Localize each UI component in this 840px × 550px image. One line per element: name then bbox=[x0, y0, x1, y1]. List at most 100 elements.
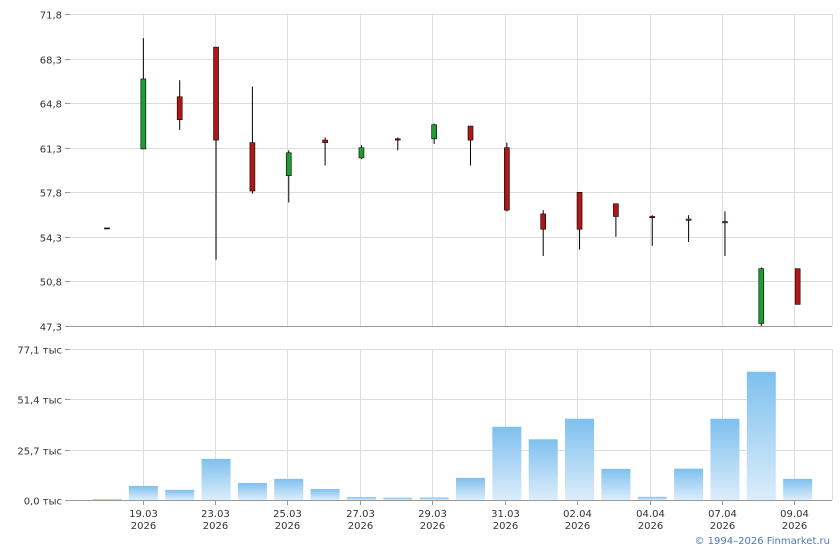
candle bbox=[358, 145, 365, 160]
candle bbox=[576, 191, 583, 250]
x-tick-label-date: 27.03 bbox=[346, 509, 375, 520]
price-y-tick-label: 54,3 bbox=[40, 234, 62, 245]
x-tick-label-year: 2026 bbox=[275, 521, 300, 532]
x-tick-label-date: 04.04 bbox=[636, 509, 665, 520]
candle-body bbox=[504, 147, 510, 211]
volume-y-tick-label: 0,0 тыс bbox=[24, 497, 62, 508]
candle bbox=[758, 267, 765, 326]
x-tick-label-year: 2026 bbox=[493, 521, 518, 532]
x-tick-label-year: 2026 bbox=[565, 521, 590, 532]
price-y-tick-label: 64,8 bbox=[40, 100, 62, 111]
price-y-tick-label: 71,8 bbox=[40, 11, 62, 22]
volume-bar bbox=[492, 426, 522, 500]
volume-bar bbox=[456, 477, 485, 500]
x-axis-ticks: 19.03202623.03202625.03202627.03202629.0… bbox=[129, 500, 809, 532]
volume-bar bbox=[783, 478, 813, 500]
volume-bar bbox=[383, 497, 413, 500]
candle-body bbox=[322, 139, 328, 143]
candle-body bbox=[576, 191, 583, 230]
candle-body bbox=[649, 216, 656, 219]
volume-y-ticks: 77,1 тыс 51,4 тыс 25,7 тыс 0,0 тыс bbox=[17, 346, 70, 508]
candle bbox=[249, 86, 256, 194]
candle-body bbox=[722, 221, 728, 224]
candle bbox=[213, 46, 219, 260]
candle-body bbox=[140, 78, 147, 150]
candle bbox=[649, 215, 656, 246]
candle bbox=[504, 142, 510, 212]
candle-body bbox=[794, 268, 801, 305]
candle-body bbox=[394, 138, 401, 141]
volume-bar bbox=[637, 496, 667, 500]
price-y-tick-label: 50,8 bbox=[40, 278, 62, 289]
candle-body bbox=[685, 218, 692, 221]
candle-body bbox=[213, 46, 219, 141]
candle-body bbox=[358, 147, 365, 159]
x-tick-label-date: 25.03 bbox=[273, 509, 302, 520]
volume-bar bbox=[674, 468, 704, 500]
volume-bar bbox=[346, 497, 376, 500]
candle bbox=[685, 215, 692, 242]
volume-bar bbox=[274, 478, 304, 500]
x-tick-label-year: 2026 bbox=[782, 521, 807, 532]
x-tick-label-date: 02.04 bbox=[563, 509, 592, 520]
volume-bars bbox=[92, 371, 813, 500]
candle bbox=[285, 150, 292, 203]
x-tick-label-year: 2026 bbox=[420, 521, 445, 532]
candle bbox=[722, 211, 728, 256]
price-y-tick-label: 47,3 bbox=[40, 323, 62, 334]
price-y-ticks: 71,8 68,3 64,8 61,3 57,8 54,3 50,8 47,3 bbox=[40, 11, 70, 334]
volume-y-tick-label: 77,1 тыс bbox=[17, 346, 62, 357]
candle-body bbox=[467, 125, 474, 141]
candle bbox=[467, 125, 474, 166]
price-panel: 71,8 68,3 64,8 61,3 57,8 54,3 50,8 47,3 bbox=[40, 11, 833, 334]
candle-body bbox=[431, 124, 437, 140]
x-tick-label-year: 2026 bbox=[710, 521, 735, 532]
volume-bar bbox=[746, 371, 776, 500]
copyright-link[interactable]: © 1994–2026 Finmarket.ru bbox=[694, 536, 830, 547]
x-tick-label-year: 2026 bbox=[203, 521, 228, 532]
x-tick-label-date: 07.04 bbox=[708, 509, 737, 520]
candle-body bbox=[249, 142, 256, 192]
price-candles bbox=[104, 38, 801, 326]
x-tick-label-date: 31.03 bbox=[491, 509, 520, 520]
volume-bar bbox=[165, 489, 195, 500]
volume-bar bbox=[528, 439, 558, 500]
candle bbox=[540, 210, 547, 256]
volume-bar bbox=[565, 418, 595, 500]
x-tick-label-year: 2026 bbox=[348, 521, 373, 532]
candle-body bbox=[176, 96, 183, 120]
candle bbox=[140, 38, 147, 150]
x-tick-label-date: 29.03 bbox=[418, 509, 447, 520]
x-tick-label-year: 2026 bbox=[131, 521, 156, 532]
x-tick-label-year: 2026 bbox=[638, 521, 663, 532]
candle bbox=[431, 123, 437, 144]
volume-bar bbox=[310, 489, 340, 500]
volume-bar bbox=[601, 468, 631, 500]
candle-body bbox=[540, 213, 547, 230]
x-tick-label-date: 09.04 bbox=[780, 509, 809, 520]
volume-grid bbox=[70, 349, 833, 500]
candle bbox=[794, 268, 801, 305]
volume-bar bbox=[237, 482, 267, 500]
volume-bar bbox=[201, 458, 231, 500]
candle bbox=[104, 227, 110, 230]
volume-y-tick-label: 25,7 тыс bbox=[17, 447, 62, 458]
price-y-tick-label: 57,8 bbox=[40, 189, 62, 200]
candle-body bbox=[613, 203, 619, 217]
candle-body bbox=[104, 227, 110, 230]
candle-body bbox=[758, 268, 765, 324]
volume-bar bbox=[419, 497, 449, 500]
price-grid bbox=[70, 14, 833, 326]
candle bbox=[394, 137, 401, 151]
volume-bar bbox=[92, 499, 122, 500]
candle bbox=[613, 203, 619, 237]
x-tick-label-date: 23.03 bbox=[201, 509, 230, 520]
x-tick-label-date: 19.03 bbox=[129, 509, 158, 520]
candle bbox=[176, 80, 183, 130]
volume-y-tick-label: 51,4 тыс bbox=[17, 396, 62, 407]
candle-body bbox=[285, 152, 292, 177]
price-y-tick-label: 61,3 bbox=[40, 145, 62, 156]
price-y-tick-label: 68,3 bbox=[40, 56, 62, 67]
